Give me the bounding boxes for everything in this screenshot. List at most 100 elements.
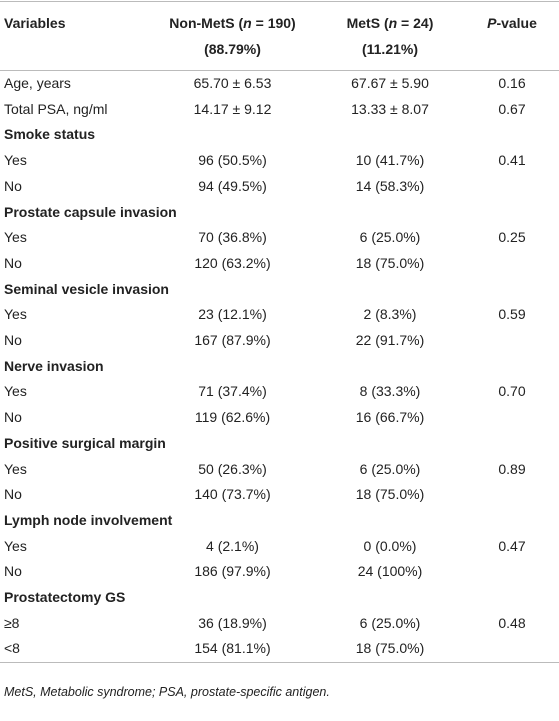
cell: 24 (100%) xyxy=(357,563,423,580)
row-label: Yes xyxy=(4,537,27,554)
cell: 16 (66.7%) xyxy=(355,409,425,426)
cell: 71 (37.4%) xyxy=(198,383,267,400)
header-text: MetS ( xyxy=(346,15,389,31)
row-label: Yes xyxy=(4,229,27,246)
header-text: Variables xyxy=(4,15,66,31)
header-cell: P-value xyxy=(465,1,559,71)
header-text: Non-MetS ( xyxy=(169,15,244,31)
section-label: Prostatectomy GS xyxy=(4,589,126,606)
cell: 0.89 xyxy=(498,460,526,477)
header-cell: MetS (n = 24) (11.21%) xyxy=(315,1,465,71)
cell: 18 (75.0%) xyxy=(315,636,465,664)
cell: 119 (62.6%) xyxy=(194,409,271,426)
cell: 167 (87.9%) xyxy=(194,332,271,349)
cell: 94 (49.5%) xyxy=(198,177,267,194)
section-label: Lymph node involvement xyxy=(4,511,173,528)
table-row: No 120 (63.2%) 18 (75.0%) xyxy=(0,251,559,277)
table-row: Nerve invasion xyxy=(0,354,559,380)
table-row: Yes 71 (37.4%) 8 (33.3%) 0.70 xyxy=(0,379,559,405)
row-label: No xyxy=(4,254,22,271)
header-cell: Non-MetS (n = 190) (88.79%) xyxy=(150,1,315,71)
row-label: No xyxy=(4,486,22,503)
table-row: ≥8 36 (18.9%) 6 (25.0%) 0.48 xyxy=(0,611,559,637)
header-text: n xyxy=(243,15,252,31)
cell: 8 (33.3%) xyxy=(359,383,421,400)
row-label: Total PSA, ng/ml xyxy=(4,100,108,117)
footnote: MetS, Metabolic syndrome; PSA, prostate-… xyxy=(4,685,330,700)
cell xyxy=(465,328,559,354)
cell: 70 (36.8%) xyxy=(198,229,267,246)
table-row: No 140 (73.7%) 18 (75.0%) xyxy=(0,482,559,508)
cell xyxy=(465,251,559,277)
table-row: Prostate capsule invasion xyxy=(0,200,559,226)
cell: 4 (2.1%) xyxy=(206,537,259,554)
header-text: = 190) xyxy=(251,15,296,31)
row-label: No xyxy=(4,563,22,580)
cell: 120 (63.2%) xyxy=(194,254,271,271)
section-label: Prostate capsule invasion xyxy=(4,203,177,220)
header-cell: Variables xyxy=(0,1,150,71)
cell: 0.70 xyxy=(498,383,526,400)
section-label: Positive surgical margin xyxy=(4,434,166,451)
cell xyxy=(465,636,559,664)
cell: 10 (41.7%) xyxy=(355,152,425,169)
cell xyxy=(465,174,559,200)
cell: 50 (26.3%) xyxy=(198,460,267,477)
row-label: Yes xyxy=(4,460,27,477)
cell: 0.48 xyxy=(498,614,526,631)
cell: 14.17 ± 9.12 xyxy=(193,100,272,117)
table-row: No 94 (49.5%) 14 (58.3%) xyxy=(0,174,559,200)
section-label: Seminal vesicle invasion xyxy=(4,280,169,297)
row-label: No xyxy=(4,177,22,194)
row-label: <8 xyxy=(0,636,150,664)
table-row: Yes 96 (50.5%) 10 (41.7%) 0.41 xyxy=(0,148,559,174)
table-row: Prostatectomy GS xyxy=(0,585,559,611)
row-label: ≥8 xyxy=(4,614,20,631)
header-text: n xyxy=(388,15,398,31)
cell: 6 (25.0%) xyxy=(359,614,421,631)
table-row: No 167 (87.9%) 22 (91.7%) xyxy=(0,328,559,354)
cell: 0.59 xyxy=(498,306,526,323)
cell: 0.16 xyxy=(498,75,526,91)
cell: 36 (18.9%) xyxy=(198,614,267,631)
cell: 18 (75.0%) xyxy=(355,486,425,503)
cell xyxy=(465,405,559,431)
header-text: (88.79%) xyxy=(204,41,261,57)
table-row: Seminal vesicle invasion xyxy=(0,277,559,303)
cell: 6 (25.0%) xyxy=(359,460,421,477)
cell xyxy=(465,482,559,508)
row-label: Age, years xyxy=(4,75,71,91)
cell: 0.41 xyxy=(498,152,526,169)
row-label: No xyxy=(4,409,22,426)
cell: 154 (81.1%) xyxy=(150,636,315,664)
header-text: = 24) xyxy=(397,15,434,31)
cell: 186 (97.9%) xyxy=(194,563,271,580)
header-text: -value xyxy=(496,15,537,31)
row-label: Yes xyxy=(4,152,27,169)
table-body: Age, years 65.70 ± 6.53 67.67 ± 5.90 0.16 To… xyxy=(0,71,559,664)
table-row: Yes 23 (12.1%) 2 (8.3%) 0.59 xyxy=(0,302,559,328)
cell: 0.67 xyxy=(498,100,526,117)
cell: 23 (12.1%) xyxy=(198,306,267,323)
row-label: No xyxy=(4,332,22,349)
cell: 96 (50.5%) xyxy=(198,152,267,169)
cell: 67.67 ± 5.90 xyxy=(351,75,429,91)
table-row: Yes 70 (36.8%) 6 (25.0%) 0.25 xyxy=(0,225,559,251)
cell: 2 (8.3%) xyxy=(363,306,417,323)
table-header: Variables Non-MetS (n = 190) (88.79%) Met… xyxy=(0,1,559,71)
section-label: Nerve invasion xyxy=(4,357,104,374)
cell: 18 (75.0%) xyxy=(355,254,425,271)
cell: 14 (58.3%) xyxy=(355,177,425,194)
cell: 0.25 xyxy=(498,229,526,246)
table-row: Positive surgical margin xyxy=(0,431,559,457)
table-row: Yes 4 (2.1%) 0 (0.0%) 0.47 xyxy=(0,534,559,560)
cell: 22 (91.7%) xyxy=(355,332,425,349)
header-text: (11.21%) xyxy=(361,41,419,57)
table-row: Yes 50 (26.3%) 6 (25.0%) 0.89 xyxy=(0,457,559,483)
cell: 0 (0.0%) xyxy=(363,537,417,554)
cell: 6 (25.0%) xyxy=(359,229,421,246)
cell: 140 (73.7%) xyxy=(194,486,271,503)
row-label: Yes xyxy=(4,383,27,400)
cell: 0.47 xyxy=(498,537,526,554)
